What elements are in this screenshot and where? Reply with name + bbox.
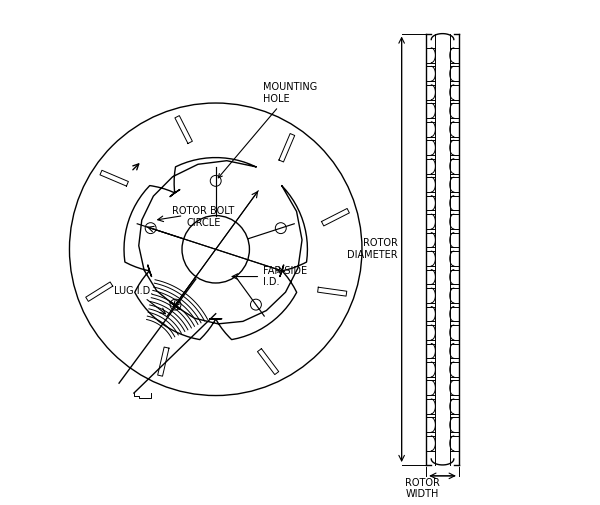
Text: ROTOR
DIAMETER: ROTOR DIAMETER (347, 238, 398, 260)
Text: MOUNTING
HOLE: MOUNTING HOLE (218, 82, 317, 178)
Text: LUG I.D.: LUG I.D. (114, 286, 154, 296)
Text: ROTOR
WIDTH: ROTOR WIDTH (405, 478, 440, 499)
Text: ROTOR BOLT
CIRCLE: ROTOR BOLT CIRCLE (172, 206, 235, 228)
Text: FAR SIDE
I.D.: FAR SIDE I.D. (263, 266, 307, 287)
